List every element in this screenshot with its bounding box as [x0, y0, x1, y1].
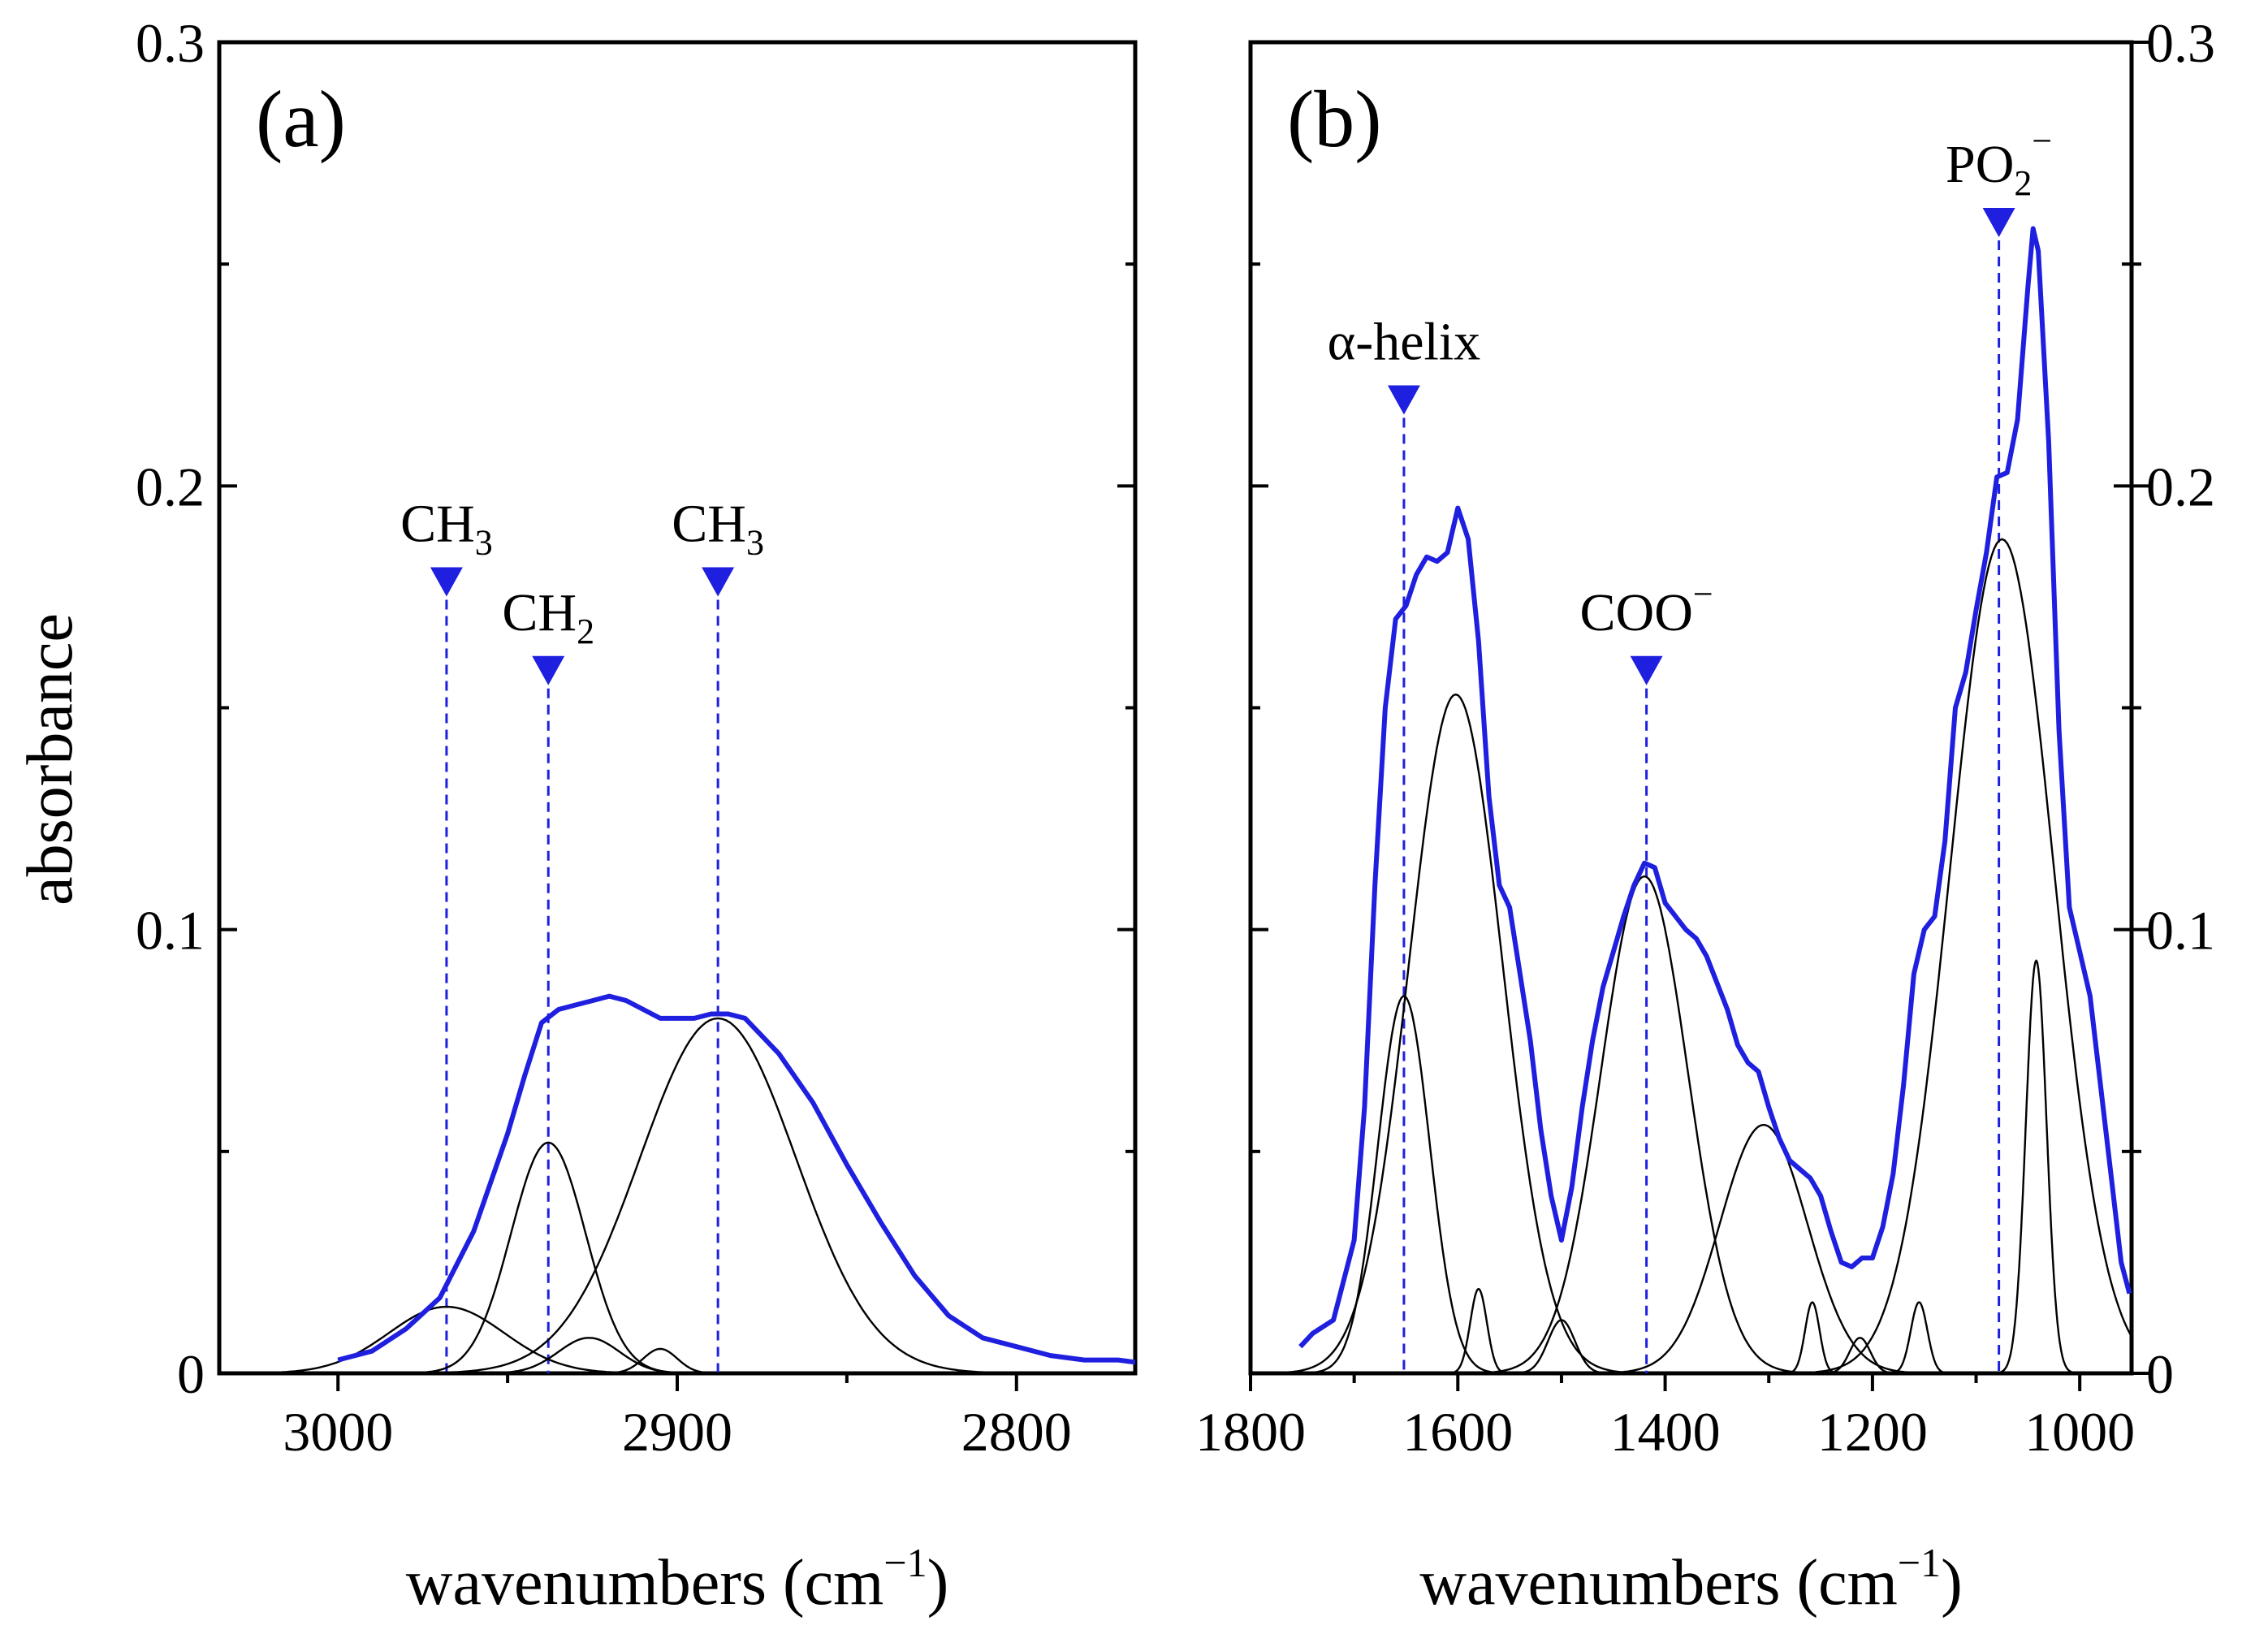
marker-label-sub: 2 [577, 612, 594, 651]
y-tick-label: 0.2 [2146, 456, 2215, 517]
marker-label: COO− [1580, 574, 1713, 642]
marker-triangle [532, 655, 565, 685]
component-peak [1786, 1301, 1839, 1373]
component-peak [1310, 995, 1497, 1373]
panel-b: 0 0.1 0.2 0.3 1800 1600 1400 1200 1000 wavenumber… [1195, 12, 2215, 1619]
component-peak [413, 1141, 683, 1373]
x-axis-label-text: wavenumbers (cm [406, 1547, 884, 1619]
component-peak [479, 1337, 699, 1373]
component-peak [1889, 1301, 1950, 1373]
panel-label: (b) [1287, 74, 1382, 164]
y-tick-label: 0 [177, 1343, 205, 1405]
x-axis-label: wavenumbers (cm−1) [406, 1540, 949, 1619]
y-tick-label: 0.3 [2146, 12, 2215, 74]
component-peak [598, 1347, 722, 1373]
marker-label-text: CH [400, 495, 475, 554]
y-tick-label: 0.1 [2146, 900, 2215, 962]
x-axis-label-sup: −1 [1898, 1540, 1941, 1585]
component-peak [1287, 693, 1624, 1373]
x-tick-label: 1600 [1402, 1401, 1513, 1463]
marker-label: CH2 [502, 583, 594, 651]
marker-label-sub: 3 [746, 523, 764, 563]
marker-label-sup: − [1693, 574, 1713, 614]
marker-triangle [1387, 385, 1420, 415]
marker-label-text: COO [1580, 583, 1693, 642]
panel-label: (a) [256, 74, 346, 164]
marker-triangle [430, 567, 463, 597]
y-axis-label: absorbance [15, 613, 86, 906]
component-peak [1815, 538, 2132, 1373]
measured-spectrum [1298, 226, 2132, 1349]
x-tick-label: 3000 [283, 1401, 393, 1463]
marker-label: α-helix [1328, 313, 1481, 372]
x-tick-label: 1800 [1195, 1401, 1306, 1463]
marker-label: PO2− [1946, 121, 2052, 203]
x-axis-label-close: ) [1941, 1547, 1963, 1619]
marker-label-text: PO [1946, 135, 2014, 194]
plot-frame [217, 40, 1138, 1376]
y-tick-label: 0.2 [136, 456, 205, 517]
x-axis-label-close: ) [927, 1547, 949, 1619]
component-peak [1488, 875, 1802, 1373]
x-tick-label: 2800 [961, 1401, 1072, 1463]
component-peak [1513, 1319, 1610, 1373]
x-axis-label-sup: −1 [883, 1540, 927, 1585]
component-peak [437, 1017, 1000, 1373]
y-tick-label: 0 [2146, 1343, 2174, 1405]
y-tick-label: 0.1 [136, 900, 205, 962]
component-peak [1606, 1123, 1920, 1373]
marker-label-sup: − [2032, 121, 2052, 161]
marker-label-sub: 3 [475, 523, 493, 563]
component-peak [1822, 1337, 1898, 1373]
marker-label: CH3 [672, 495, 764, 563]
x-axis-label: wavenumbers (cm−1) [1419, 1540, 1963, 1619]
marker-triangle [1630, 655, 1663, 685]
x-axis-label-text: wavenumbers (cm [1419, 1547, 1898, 1619]
measured-spectrum [337, 993, 1135, 1365]
marker-triangle [702, 567, 735, 597]
y-tick-label: 0.3 [136, 12, 205, 74]
marker-triangle [1982, 207, 2015, 237]
marker-label-sub: 2 [2014, 163, 2032, 203]
component-peak [1998, 959, 2074, 1373]
x-tick-label: 1200 [1817, 1401, 1928, 1463]
component-peak [1449, 1287, 1509, 1373]
marker-label-text: CH [672, 495, 746, 554]
x-tick-label: 1400 [1610, 1401, 1721, 1463]
marker-label-text: α-helix [1328, 313, 1481, 372]
x-tick-label: 2900 [622, 1401, 732, 1463]
x-tick-label: 1000 [2024, 1401, 2135, 1463]
panel-a: 0 0.1 0.2 0.3 3000 2900 2800 wavenumbers (cm−1)… [136, 12, 1138, 1619]
component-peak [239, 1305, 654, 1373]
marker-label: CH3 [400, 495, 493, 563]
marker-label-text: CH [502, 583, 577, 642]
